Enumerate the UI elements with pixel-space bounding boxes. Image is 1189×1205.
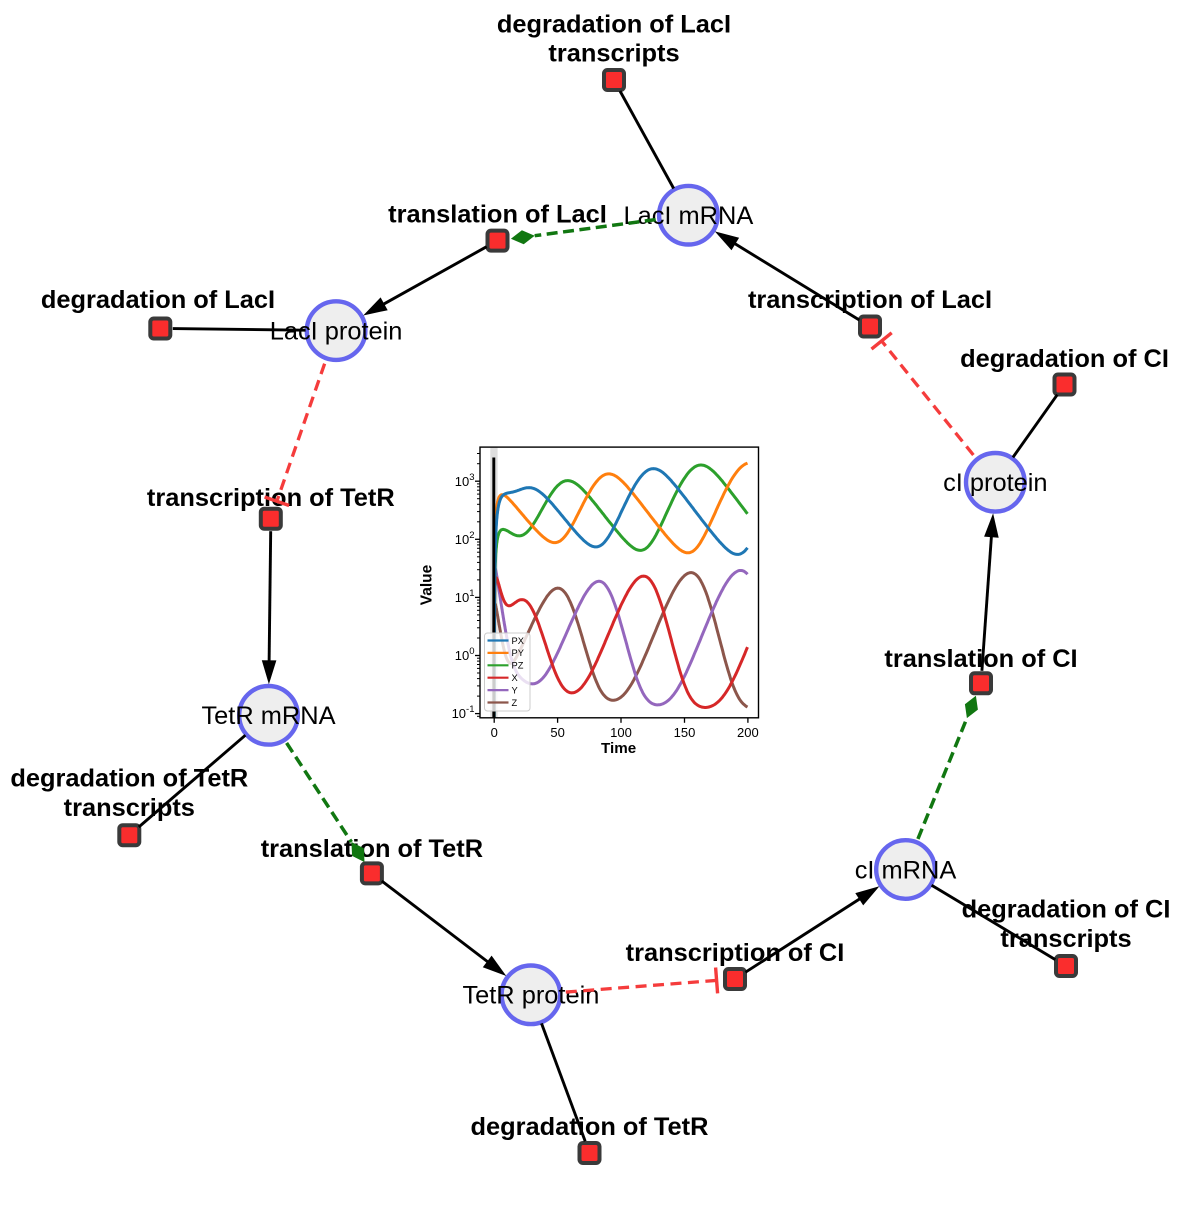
svg-text:200: 200 xyxy=(737,725,759,740)
svg-text:degradation of LacI: degradation of LacI xyxy=(497,10,731,38)
svg-text:X: X xyxy=(512,673,518,683)
svg-text:TetR protein: TetR protein xyxy=(462,982,599,1010)
svg-text:transcription of CI: transcription of CI xyxy=(626,939,845,967)
svg-text:100: 100 xyxy=(610,725,632,740)
svg-text:PZ: PZ xyxy=(512,661,524,671)
svg-text:TetR mRNA: TetR mRNA xyxy=(201,702,335,730)
svg-text:Y: Y xyxy=(512,685,518,695)
svg-text:translation of TetR: translation of TetR xyxy=(261,835,483,863)
svg-text:transcription of LacI: transcription of LacI xyxy=(748,286,992,314)
svg-text:PX: PX xyxy=(512,636,524,646)
svg-text:cI protein: cI protein xyxy=(943,469,1047,497)
svg-text:50: 50 xyxy=(550,725,564,740)
svg-text:PY: PY xyxy=(512,648,524,658)
svg-text:Time: Time xyxy=(601,740,636,757)
svg-text:degradation of LacI: degradation of LacI xyxy=(41,286,275,314)
svg-text:degradation of CI: degradation of CI xyxy=(960,345,1169,373)
svg-text:Z: Z xyxy=(512,698,518,708)
svg-text:degradation of CI: degradation of CI xyxy=(962,896,1171,924)
svg-text:degradation of TetR: degradation of TetR xyxy=(471,1113,709,1141)
svg-text:transcripts: transcripts xyxy=(64,794,195,822)
svg-text:transcripts: transcripts xyxy=(548,40,679,68)
svg-text:degradation of TetR: degradation of TetR xyxy=(10,765,248,793)
svg-text:translation of LacI: translation of LacI xyxy=(388,201,607,229)
svg-text:cI mRNA: cI mRNA xyxy=(855,856,957,884)
svg-text:0: 0 xyxy=(491,725,498,740)
svg-text:150: 150 xyxy=(674,725,696,740)
svg-text:Value: Value xyxy=(419,564,436,605)
svg-text:LacI mRNA: LacI mRNA xyxy=(623,202,753,230)
